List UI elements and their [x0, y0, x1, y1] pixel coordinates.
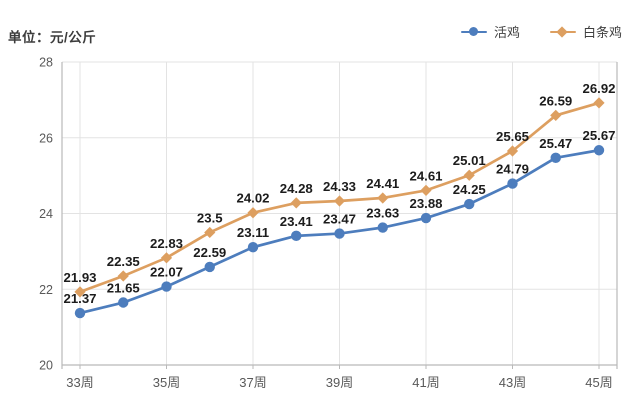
data-point-label-活鸡: 23.11: [237, 225, 269, 240]
data-point-label-白条鸡: 21.93: [63, 270, 96, 285]
x-axis-tick-label: 45周: [585, 375, 612, 390]
data-point-marker-白条鸡[interactable]: [333, 195, 346, 207]
data-point-label-白条鸡: 24.61: [409, 168, 442, 183]
data-point-label-白条鸡: 25.01: [453, 153, 486, 168]
data-point-label-活鸡: 25.47: [539, 136, 572, 151]
data-point-label-白条鸡: 24.41: [366, 176, 399, 191]
y-axis-tick-label: 20: [39, 359, 53, 373]
data-point-label-白条鸡: 24.02: [236, 191, 269, 206]
data-point-marker-白条鸡[interactable]: [74, 286, 86, 298]
legend: 活鸡 白条鸡: [460, 22, 622, 41]
data-point-marker-活鸡[interactable]: [74, 307, 86, 319]
data-point-label-白条鸡: 26.59: [539, 93, 572, 108]
data-point-marker-活鸡[interactable]: [161, 281, 172, 292]
x-axis-tick-label: 39周: [326, 375, 353, 390]
y-axis-tick-label: 22: [39, 283, 53, 297]
y-axis-tick-label: 24: [39, 207, 53, 221]
data-point-label-活鸡: 22.07: [150, 265, 183, 280]
data-point-marker-白条鸡[interactable]: [550, 109, 562, 122]
data-point-marker-活鸡[interactable]: [593, 145, 605, 156]
data-point-label-活鸡: 25.67: [582, 128, 615, 143]
data-point-label-白条鸡: 26.92: [582, 81, 615, 96]
data-point-label-活鸡: 21.65: [107, 281, 140, 296]
data-point-marker-白条鸡[interactable]: [593, 97, 605, 109]
data-point-marker-活鸡[interactable]: [420, 212, 432, 224]
data-point-label-白条鸡: 24.28: [280, 181, 313, 196]
data-point-marker-活鸡[interactable]: [118, 297, 129, 308]
data-point-marker-活鸡[interactable]: [247, 242, 259, 253]
data-point-marker-白条鸡[interactable]: [420, 184, 432, 196]
data-point-label-活鸡: 24.25: [453, 182, 486, 197]
data-point-marker-白条鸡[interactable]: [506, 145, 519, 157]
data-point-label-活鸡: 23.88: [409, 196, 442, 211]
data-point-marker-白条鸡[interactable]: [160, 252, 173, 264]
data-point-marker-白条鸡[interactable]: [463, 169, 475, 181]
x-axis-tick-label: 43周: [499, 375, 526, 390]
legend-item-live-chicken[interactable]: 活鸡: [460, 22, 520, 41]
data-point-label-活鸡: 23.41: [280, 214, 313, 229]
data-point-marker-白条鸡[interactable]: [117, 270, 129, 282]
data-point-label-活鸡: 23.63: [366, 206, 399, 221]
data-point-label-白条鸡: 22.35: [107, 254, 140, 269]
data-point-marker-活鸡[interactable]: [377, 222, 388, 233]
data-point-label-活鸡: 22.59: [193, 245, 226, 260]
x-axis-tick-label: 41周: [412, 375, 439, 390]
data-point-marker-活鸡[interactable]: [464, 198, 475, 210]
legend-item-dressed-chicken[interactable]: 白条鸡: [549, 22, 622, 41]
data-point-marker-白条鸡[interactable]: [290, 197, 302, 209]
data-point-label-活鸡: 21.37: [63, 291, 96, 306]
x-axis-tick-label: 33周: [66, 375, 93, 390]
data-point-label-白条鸡: 22.83: [150, 236, 183, 251]
unit-label: 单位：元/公斤: [8, 30, 97, 45]
data-point-label-活鸡: 24.79: [496, 162, 529, 177]
y-axis-tick-label: 26: [39, 131, 53, 145]
data-point-marker-活鸡[interactable]: [204, 261, 215, 273]
y-axis-tick-label: 28: [39, 56, 53, 70]
data-point-marker-活鸡[interactable]: [507, 178, 518, 189]
data-point-marker-活鸡[interactable]: [291, 230, 302, 242]
data-point-label-白条鸡: 25.65: [496, 129, 529, 144]
data-point-marker-活鸡[interactable]: [334, 228, 345, 239]
data-point-marker-白条鸡[interactable]: [204, 226, 216, 239]
data-point-marker-白条鸡[interactable]: [247, 207, 259, 219]
data-point-marker-活鸡[interactable]: [550, 152, 561, 164]
x-axis-tick-label: 35周: [153, 375, 180, 390]
data-point-label-白条鸡: 24.33: [323, 179, 356, 194]
data-point-label-活鸡: 23.47: [323, 212, 356, 227]
legend-label-dressed-chicken: 白条鸡: [582, 25, 622, 40]
data-point-label-白条鸡: 23.5: [197, 210, 223, 225]
data-point-marker-白条鸡[interactable]: [377, 192, 389, 204]
x-axis-tick-label: 37周: [239, 375, 266, 390]
legend-label-live-chicken: 活鸡: [493, 25, 520, 40]
line-circle-marker-icon: [460, 26, 487, 38]
line-diamond-marker-icon: [549, 25, 576, 38]
